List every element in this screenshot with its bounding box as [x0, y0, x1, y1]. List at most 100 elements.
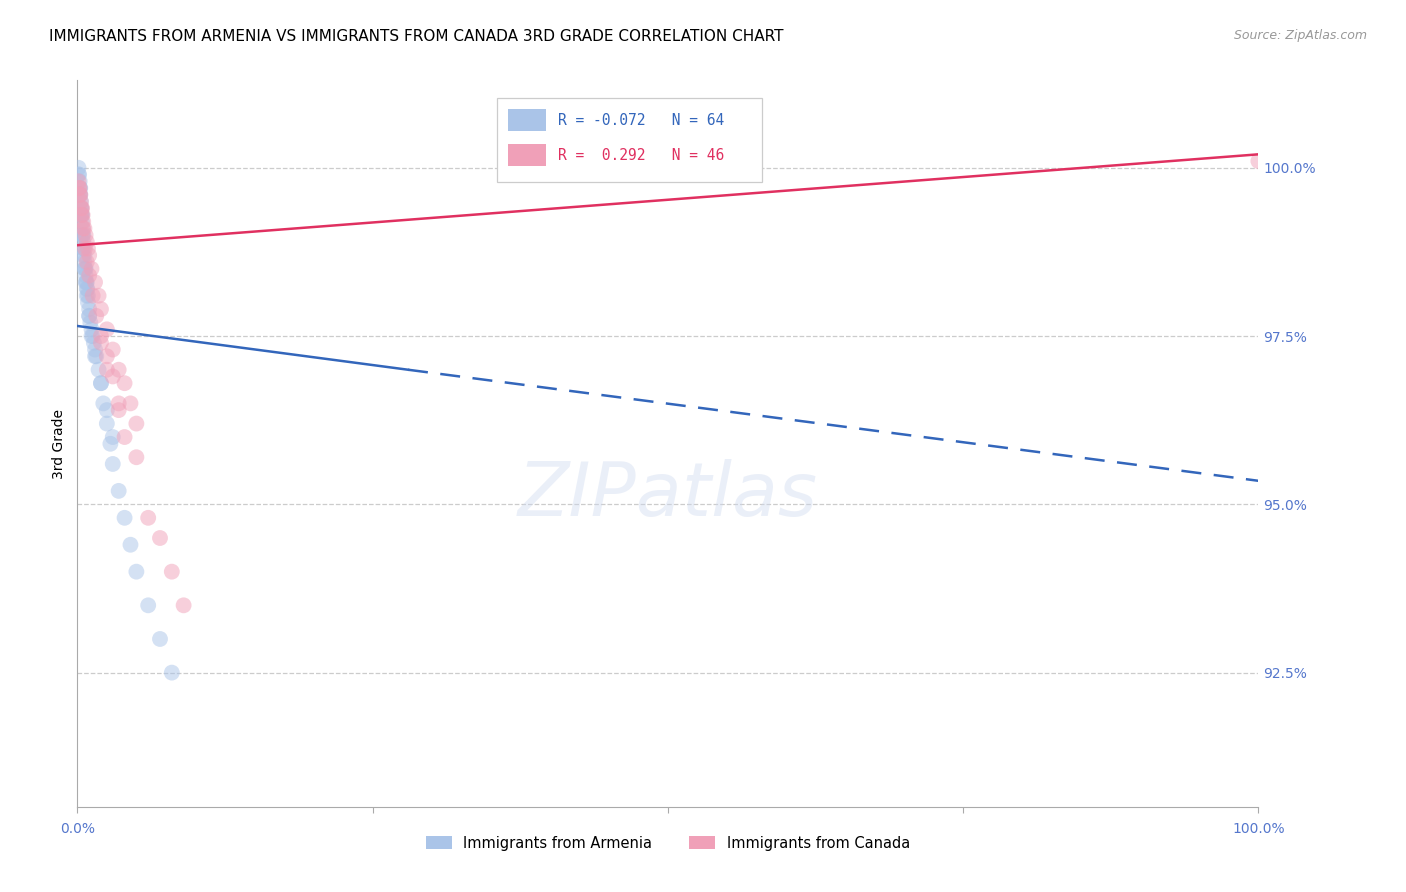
- Point: [96, 417, 118, 431]
- Point: [149, 531, 172, 545]
- Point: [77, 288, 100, 302]
- Text: 0.0%: 0.0%: [60, 822, 94, 836]
- Point: [72, 221, 94, 235]
- Point: [70, 201, 93, 215]
- Point: [120, 538, 142, 552]
- Point: [160, 565, 183, 579]
- Point: [96, 322, 118, 336]
- Point: [72, 228, 94, 243]
- Point: [75, 261, 97, 276]
- Point: [75, 275, 97, 289]
- Point: [76, 235, 98, 249]
- Point: [76, 275, 98, 289]
- Point: [107, 362, 129, 376]
- Point: [70, 208, 93, 222]
- Point: [73, 221, 96, 235]
- Text: ZIPatlas: ZIPatlas: [517, 458, 818, 531]
- Point: [70, 208, 93, 222]
- Point: [90, 335, 112, 350]
- Point: [80, 322, 103, 336]
- Point: [96, 362, 118, 376]
- Point: [67, 168, 90, 182]
- Point: [73, 255, 96, 269]
- Point: [72, 228, 94, 243]
- Point: [101, 369, 124, 384]
- Point: [72, 208, 94, 222]
- Text: Source: ZipAtlas.com: Source: ZipAtlas.com: [1233, 29, 1367, 42]
- Point: [114, 511, 136, 525]
- Point: [70, 214, 93, 228]
- Point: [67, 181, 90, 195]
- Text: 100.0%: 100.0%: [1232, 822, 1285, 836]
- Point: [82, 329, 104, 343]
- Point: [101, 343, 124, 357]
- Point: [75, 228, 97, 243]
- Point: [136, 511, 159, 525]
- Point: [91, 396, 114, 410]
- Point: [69, 187, 91, 202]
- Point: [76, 282, 98, 296]
- Point: [70, 208, 93, 222]
- Point: [77, 309, 100, 323]
- Point: [125, 417, 148, 431]
- Point: [160, 665, 183, 680]
- Point: [67, 161, 90, 175]
- Point: [67, 168, 90, 182]
- Point: [69, 187, 91, 202]
- Point: [84, 309, 107, 323]
- Point: [72, 242, 94, 256]
- Point: [87, 288, 110, 302]
- Point: [120, 396, 142, 410]
- Point: [69, 187, 91, 202]
- Point: [76, 255, 98, 269]
- Point: [70, 228, 93, 243]
- Y-axis label: 3rd Grade: 3rd Grade: [52, 409, 66, 479]
- Point: [149, 632, 172, 646]
- Point: [96, 403, 118, 417]
- Point: [75, 268, 97, 283]
- Point: [90, 329, 112, 343]
- Point: [107, 396, 129, 410]
- Text: R = -0.072   N = 64: R = -0.072 N = 64: [558, 112, 724, 128]
- Point: [100, 436, 122, 450]
- Point: [101, 430, 124, 444]
- Point: [70, 201, 93, 215]
- Point: [73, 242, 96, 256]
- Point: [76, 288, 98, 302]
- Point: [90, 302, 112, 317]
- Point: [84, 343, 107, 357]
- Point: [84, 349, 107, 363]
- Point: [70, 201, 93, 215]
- Point: [70, 201, 93, 215]
- Point: [70, 194, 93, 209]
- Text: R =  0.292   N = 46: R = 0.292 N = 46: [558, 148, 724, 162]
- Point: [75, 275, 97, 289]
- Point: [107, 403, 129, 417]
- Point: [72, 221, 94, 235]
- Point: [77, 302, 100, 317]
- Point: [101, 457, 124, 471]
- Point: [73, 261, 96, 276]
- Point: [84, 349, 107, 363]
- Point: [69, 174, 91, 188]
- Point: [82, 288, 104, 302]
- Point: [107, 483, 129, 498]
- Point: [87, 362, 110, 376]
- Point: [77, 295, 100, 310]
- Point: [80, 329, 103, 343]
- Point: [114, 376, 136, 391]
- Bar: [509, 110, 546, 131]
- Point: [83, 335, 105, 350]
- Bar: [509, 145, 546, 166]
- Point: [72, 214, 94, 228]
- Point: [90, 376, 112, 391]
- Point: [69, 181, 91, 195]
- Point: [73, 248, 96, 262]
- Point: [70, 208, 93, 222]
- Point: [136, 599, 159, 613]
- Point: [114, 430, 136, 444]
- Point: [77, 309, 100, 323]
- Point: [69, 181, 91, 195]
- Point: [73, 242, 96, 256]
- Point: [69, 181, 91, 195]
